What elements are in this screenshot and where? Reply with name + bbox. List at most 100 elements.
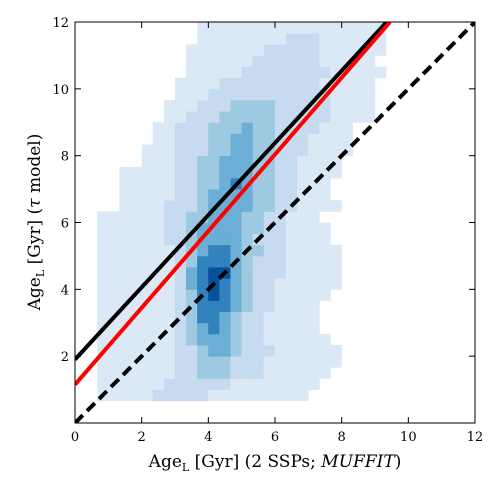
density-cell [208,33,220,45]
density-cell [186,222,198,235]
density-cell [97,289,109,301]
density-cell [197,177,209,190]
density-cell [308,300,320,313]
density-cell [319,200,331,212]
density-cell [119,389,131,402]
density-cell [141,189,154,201]
density-cell [230,200,242,212]
density-cell [197,378,209,390]
density-cell [286,66,298,79]
density-cell [163,345,176,357]
density-cell [219,367,231,379]
density-cell [186,367,198,379]
density-cell [108,322,120,335]
density-cell [308,289,320,301]
density-cell [186,88,198,101]
density-cell [174,222,187,235]
density-cell [319,44,331,56]
density-cell [319,189,331,201]
density-cell [174,267,187,279]
density-cell [285,177,298,190]
density-cell [341,22,354,34]
density-cell [263,300,276,313]
density-cell [97,255,109,268]
density-cell [219,133,231,145]
density-cell [130,367,143,379]
density-cell [208,356,220,368]
density-cell [219,111,231,123]
density-cell [219,345,231,357]
density-cell [163,255,176,268]
density-cell [330,345,342,357]
density-cell [219,289,231,301]
density-cell [119,356,131,368]
density-cell [219,333,231,346]
density-cell [274,166,287,179]
density-cell [319,122,331,134]
density-cell [174,177,187,190]
density-cell [252,300,265,313]
density-cell [197,77,209,90]
density-cell [108,211,120,223]
density-cell [141,389,154,402]
density-cell [308,244,320,257]
density-cell [208,88,220,101]
density-cell [241,300,254,313]
density-cell [163,333,176,346]
density-cell [230,211,242,223]
density-cell [97,278,109,290]
density-cell [285,255,298,268]
x-axis-label-italic: MUFFIT [320,452,396,472]
density-cell [119,267,131,279]
density-cell [119,255,131,268]
density-cell [130,211,143,223]
density-cell [174,133,187,145]
density-cell [197,356,209,368]
y-tick-label: 4 [61,283,69,298]
density-cell [363,111,376,123]
density-cell [219,222,231,235]
density-cell [197,267,209,279]
density-cell [208,200,220,212]
density-cell [130,244,143,257]
density-cell [286,99,298,112]
density-cell [163,322,176,335]
density-cell [141,244,154,257]
density-cell [286,88,298,101]
density-cell [208,233,220,246]
density-cell [330,166,342,179]
density-cell [297,22,309,34]
density-cell [308,44,320,56]
density-cell [163,233,176,246]
density-cell [97,211,109,223]
density-cell [241,222,254,235]
density-cell [141,144,154,157]
density-cell [319,289,331,301]
density-cell [152,122,165,134]
density-cell [330,278,342,290]
density-cell [363,77,376,90]
density-cell [219,144,231,157]
density-cell [308,122,320,134]
density-cell [308,278,320,290]
density-cell [363,22,376,34]
density-cell [186,111,198,123]
density-cell [352,111,365,123]
density-cell [163,356,176,368]
density-cell [119,189,131,201]
density-cell [97,311,109,324]
density-cell [297,278,309,290]
density-cell [352,33,365,45]
density-cell [274,233,287,246]
density-cell [174,356,187,368]
density-cell [285,389,298,402]
density-cell [241,33,254,45]
density-cell [252,133,265,145]
density-cell [263,367,276,379]
density-cell [274,311,287,324]
density-cell [297,99,309,112]
density-cell [163,222,176,235]
density-cell [197,222,209,235]
density-cell [163,166,176,179]
density-cell [97,333,109,346]
